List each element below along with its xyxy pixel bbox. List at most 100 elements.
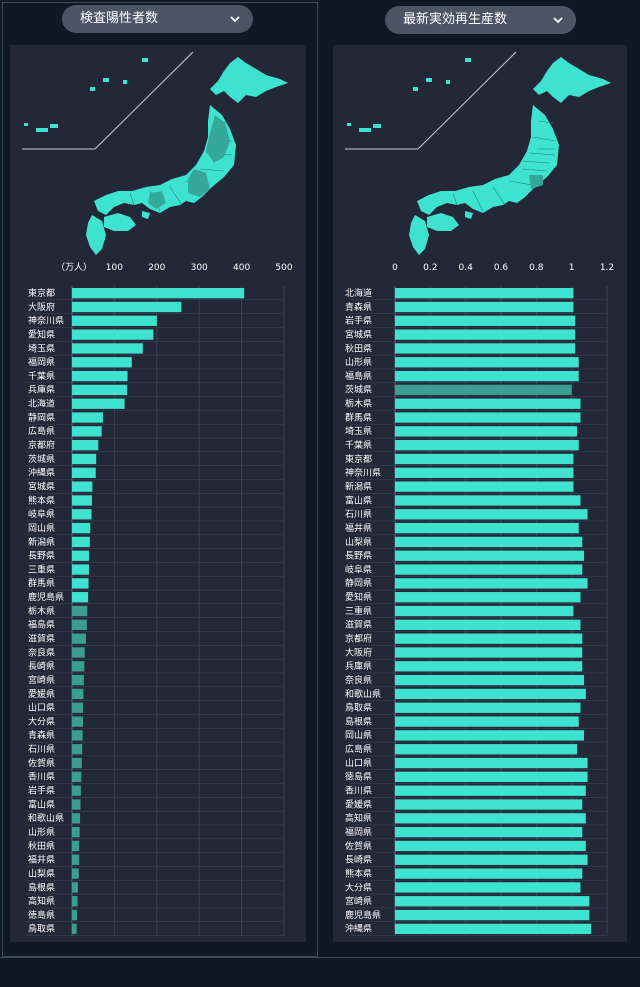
category-label: 群馬県: [28, 577, 55, 589]
category-label: 静岡県: [28, 411, 55, 423]
x-tick-label: 200: [148, 263, 165, 273]
bar: [72, 744, 83, 755]
bar: [72, 799, 81, 810]
category-label: 埼玉県: [28, 342, 55, 354]
category-label: 沖縄県: [345, 923, 372, 935]
chevron-down-icon: [230, 16, 240, 23]
bar: [72, 730, 83, 741]
bar: [395, 882, 581, 893]
category-label: 長野県: [345, 551, 372, 562]
category-label: 静岡県: [345, 577, 372, 589]
category-label: 滋賀県: [28, 633, 55, 645]
category-label: 三重県: [345, 605, 372, 617]
bar: [395, 909, 590, 921]
category-label: 岐阜県: [28, 508, 55, 520]
bar: [72, 688, 84, 700]
bar: [72, 840, 80, 852]
category-label: 大阪府: [345, 646, 372, 658]
bar: [72, 674, 84, 686]
bar: [395, 785, 586, 796]
category-label: 山形県: [28, 826, 55, 838]
category-label: 新潟県: [28, 536, 55, 548]
x-tick-label: 0: [392, 263, 398, 273]
category-label: 福岡県: [345, 826, 372, 838]
bar: [395, 384, 572, 396]
bar: [72, 301, 182, 313]
right-metric-dropdown[interactable]: 最新実効再生産数: [385, 6, 576, 34]
category-label: 大分県: [28, 715, 55, 727]
bar: [395, 896, 590, 907]
x-tick-label: 0.6: [494, 263, 509, 273]
left-metric-dropdown[interactable]: 検査陽性者数: [62, 5, 253, 33]
category-label: 広島県: [28, 425, 55, 437]
bar: [395, 301, 574, 313]
bar: [395, 592, 581, 603]
category-label: 茨城県: [28, 453, 55, 465]
bar: [395, 343, 576, 354]
category-label: 鹿児島県: [345, 909, 381, 921]
bar: [72, 661, 85, 672]
x-tick-label: 0.2: [423, 263, 437, 273]
bar: [72, 329, 154, 340]
category-label: 長崎県: [28, 660, 55, 672]
left-chart-panel: 100 200 300 400 500 （万人） 東京都 大阪府 神奈川県 愛知県 埼玉県 福岡県 千葉…: [10, 45, 306, 942]
bar: [395, 771, 588, 783]
category-label: 東京都: [345, 453, 372, 465]
x-tick-label: 500: [275, 263, 292, 273]
category-label: 山口県: [28, 703, 55, 714]
bar: [72, 481, 93, 492]
category-label: 埼玉県: [345, 425, 372, 437]
bar: [72, 716, 84, 727]
category-label: 熊本県: [28, 494, 55, 506]
bar: [395, 467, 574, 478]
bar: [395, 757, 588, 769]
bar: [72, 564, 89, 575]
category-label: 島根県: [345, 715, 372, 727]
category-label: 山口県: [345, 758, 372, 769]
bar: [72, 896, 78, 907]
bar: [395, 633, 583, 644]
category-label: 茨城県: [345, 384, 372, 396]
bar: [72, 702, 84, 713]
bar: [395, 854, 588, 865]
right-bar-chart: 0 0.2 0.4 0.6 0.8 1 1.2 北海道青森県岩手県宮城県秋田県山形県福島県茨城…: [345, 263, 614, 936]
right-chart-panel: 0 0.2 0.4 0.6 0.8 1 1.2 北海道 青森県 岩手県 宮城県 秋田県 山形県 福島県 茨城…: [333, 45, 627, 942]
category-label: 北海道: [345, 287, 372, 299]
bar: [395, 412, 581, 423]
bar: [72, 315, 157, 326]
bar: [395, 744, 577, 755]
right-dropdown-label: 最新実効再生産数: [403, 12, 508, 27]
bar: [72, 868, 79, 879]
category-label: 大分県: [345, 881, 372, 893]
x-tick-label: 400: [233, 263, 250, 273]
bar: [395, 605, 574, 617]
bar: [72, 522, 91, 534]
category-label: 沖縄県: [28, 467, 55, 479]
category-label: 長崎県: [345, 854, 372, 866]
bar: [395, 550, 585, 561]
bar: [395, 868, 583, 879]
category-label: 千葉県: [345, 439, 372, 451]
category-label: 大阪府: [28, 301, 55, 313]
bar: [72, 592, 89, 603]
bar: [395, 813, 586, 824]
category-label: 愛媛県: [345, 798, 372, 810]
bar: [72, 370, 128, 382]
bar: [72, 785, 81, 796]
bar: [72, 605, 88, 617]
bar: [72, 288, 245, 299]
japan-map-left: [22, 51, 288, 255]
bar: [72, 633, 86, 644]
bar: [395, 840, 586, 852]
category-label: 北海道: [28, 398, 55, 410]
bar: [395, 923, 592, 935]
bar: [72, 440, 99, 451]
category-label: 佐賀県: [28, 757, 55, 769]
category-label: 石川県: [345, 509, 372, 520]
x-tick-label: 1.2: [600, 263, 614, 273]
category-label: 香川県: [28, 772, 55, 783]
x-tick-label: 300: [191, 263, 208, 273]
left-bar-chart: 100 200 300 400 500 （万人） 東京都大阪府神奈川県愛知県埼玉県福岡県千葉…: [26, 262, 293, 936]
category-label: 新潟県: [345, 480, 372, 492]
bar: [72, 343, 143, 354]
